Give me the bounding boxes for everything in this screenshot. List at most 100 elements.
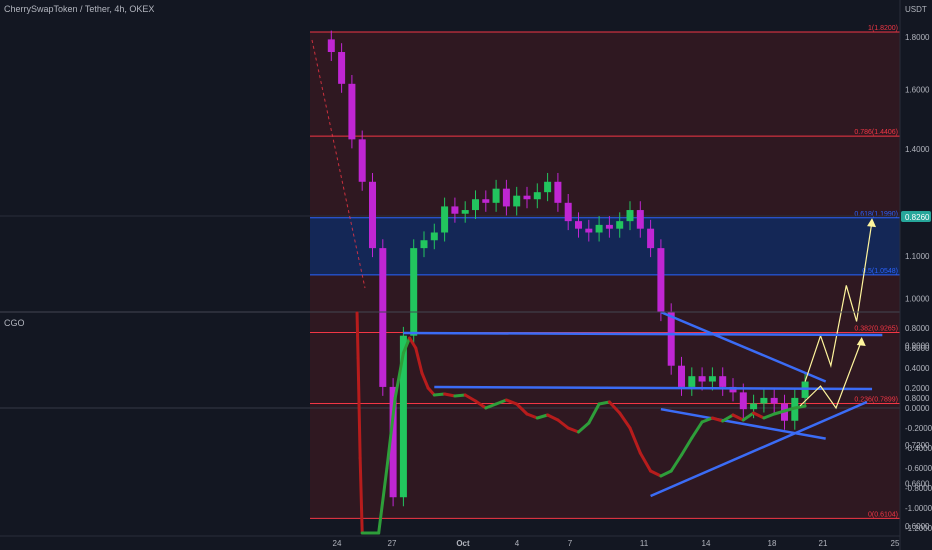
cgo-projection-line xyxy=(799,339,863,410)
cgo-segment xyxy=(414,346,424,375)
cgo-tick: -1.2000 xyxy=(905,524,932,533)
cgo-segment xyxy=(453,393,467,398)
cgo-segment xyxy=(494,398,508,406)
candle-body xyxy=(502,188,510,207)
projection-arrowhead xyxy=(867,218,877,228)
price-candles[interactable] xyxy=(327,30,809,507)
fib-zone-fills xyxy=(310,32,900,519)
candle-body xyxy=(472,199,479,211)
candle-body xyxy=(389,386,397,498)
cgo-segment xyxy=(700,416,714,424)
candle-body xyxy=(688,376,696,387)
cgo-segment xyxy=(355,311,360,360)
candle-body xyxy=(348,83,356,140)
price-tick: 0.9000 xyxy=(905,341,930,350)
fib-zone xyxy=(310,274,900,333)
time-tick: 14 xyxy=(702,539,711,548)
cgo-segment xyxy=(525,412,539,420)
time-axis-ticks: 24 27 Oct 4 7 11 14 18 21 25 xyxy=(333,539,900,548)
cgo-tick: -0.2000 xyxy=(905,424,932,433)
indicator-title[interactable]: CGO xyxy=(4,318,25,328)
candle-body xyxy=(410,248,418,336)
candle-body xyxy=(544,181,552,193)
candle-body xyxy=(358,139,366,182)
fib-label: 0(0.6104) xyxy=(868,511,898,518)
fib-label: 0.786(1.4406) xyxy=(854,129,898,136)
last-price-value: 0.8260 xyxy=(905,213,930,222)
cgo-segment xyxy=(566,426,580,434)
candle-body xyxy=(719,376,727,387)
fib-anchor-line xyxy=(311,39,366,289)
cgo-tick: -0.8000 xyxy=(905,484,932,493)
cgo-tick: 0.0000 xyxy=(905,404,930,413)
cgo-tick: 0.8000 xyxy=(905,324,930,333)
cgo-segment xyxy=(385,396,397,470)
cgo-segment xyxy=(432,392,447,397)
cgo-segment xyxy=(426,386,436,397)
wedge-trendlines[interactable] xyxy=(660,310,827,440)
cgo-segment xyxy=(474,399,488,410)
candle-body xyxy=(616,221,624,229)
cgo-tick: 0.6000 xyxy=(905,344,930,353)
candle-body xyxy=(647,228,655,249)
cgo-trendline-middle xyxy=(434,385,873,391)
cgo-segment xyxy=(535,413,550,420)
cgo-tick: -0.4000 xyxy=(905,444,932,453)
candle-body xyxy=(575,221,582,229)
fib-label: 1(1.8200) xyxy=(868,25,898,32)
cgo-segment xyxy=(577,421,591,434)
time-tick: Oct xyxy=(456,539,470,548)
cgo-segment xyxy=(587,402,601,425)
price-tick: 1.4000 xyxy=(905,145,930,154)
trendline-upper xyxy=(660,310,827,383)
symbol-title[interactable]: CherrySwapToken / Tether, 4h, OKEX xyxy=(4,4,154,14)
cgo-segment xyxy=(721,413,735,423)
candle-body xyxy=(513,195,521,207)
cgo-segment xyxy=(607,400,622,415)
candle-body xyxy=(750,403,758,410)
fib-anchor-diagonal xyxy=(311,39,366,289)
fib-zone xyxy=(310,332,900,404)
cgo-segment xyxy=(649,469,663,478)
cgo-tick: -1.0000 xyxy=(905,504,932,513)
price-tick: 0.6600 xyxy=(905,480,930,489)
time-tick: 21 xyxy=(819,539,828,548)
candle-body xyxy=(657,248,665,313)
time-tick: 11 xyxy=(640,539,649,548)
trendline-lower xyxy=(660,407,826,440)
candle-body xyxy=(482,199,490,203)
cgo-projection-path[interactable] xyxy=(799,337,866,410)
candle-body xyxy=(430,232,438,241)
cgo-segment xyxy=(358,456,364,535)
candle-body xyxy=(492,188,500,203)
fib-zone xyxy=(310,403,900,519)
cgo-line[interactable] xyxy=(355,311,807,535)
cgo-trendlines[interactable] xyxy=(403,331,883,498)
cgo-segment xyxy=(710,416,725,423)
price-scale[interactable] xyxy=(900,0,932,550)
candle-body xyxy=(533,192,541,200)
candle-body xyxy=(327,39,335,53)
cgo-segment xyxy=(793,404,807,410)
cgo-segment xyxy=(504,398,519,406)
cgo-tick: 0.2000 xyxy=(905,384,930,393)
candle-body xyxy=(338,52,346,84)
candle-body xyxy=(461,210,469,214)
cgo-segment xyxy=(546,413,560,422)
cgo-segment xyxy=(618,411,632,430)
candle-body xyxy=(667,312,675,366)
cgo-segment xyxy=(669,453,683,473)
cgo-segment xyxy=(401,336,412,355)
price-tick: 1.8000 xyxy=(905,33,930,42)
cgo-axis-ticks: 0.8000 0.6000 0.4000 0.2000 0.0000 -0.2000 -0.… xyxy=(905,324,932,533)
fib-label: 0.5(1.0548) xyxy=(862,268,898,275)
candle-body xyxy=(678,365,685,387)
time-tick: 4 xyxy=(515,539,520,548)
price-projection-path[interactable] xyxy=(804,218,877,382)
fib-zone xyxy=(310,32,900,137)
candle-body xyxy=(523,195,531,200)
cgo-segment xyxy=(443,392,457,398)
cgo-segment xyxy=(463,393,477,403)
fib-zone xyxy=(310,217,900,275)
